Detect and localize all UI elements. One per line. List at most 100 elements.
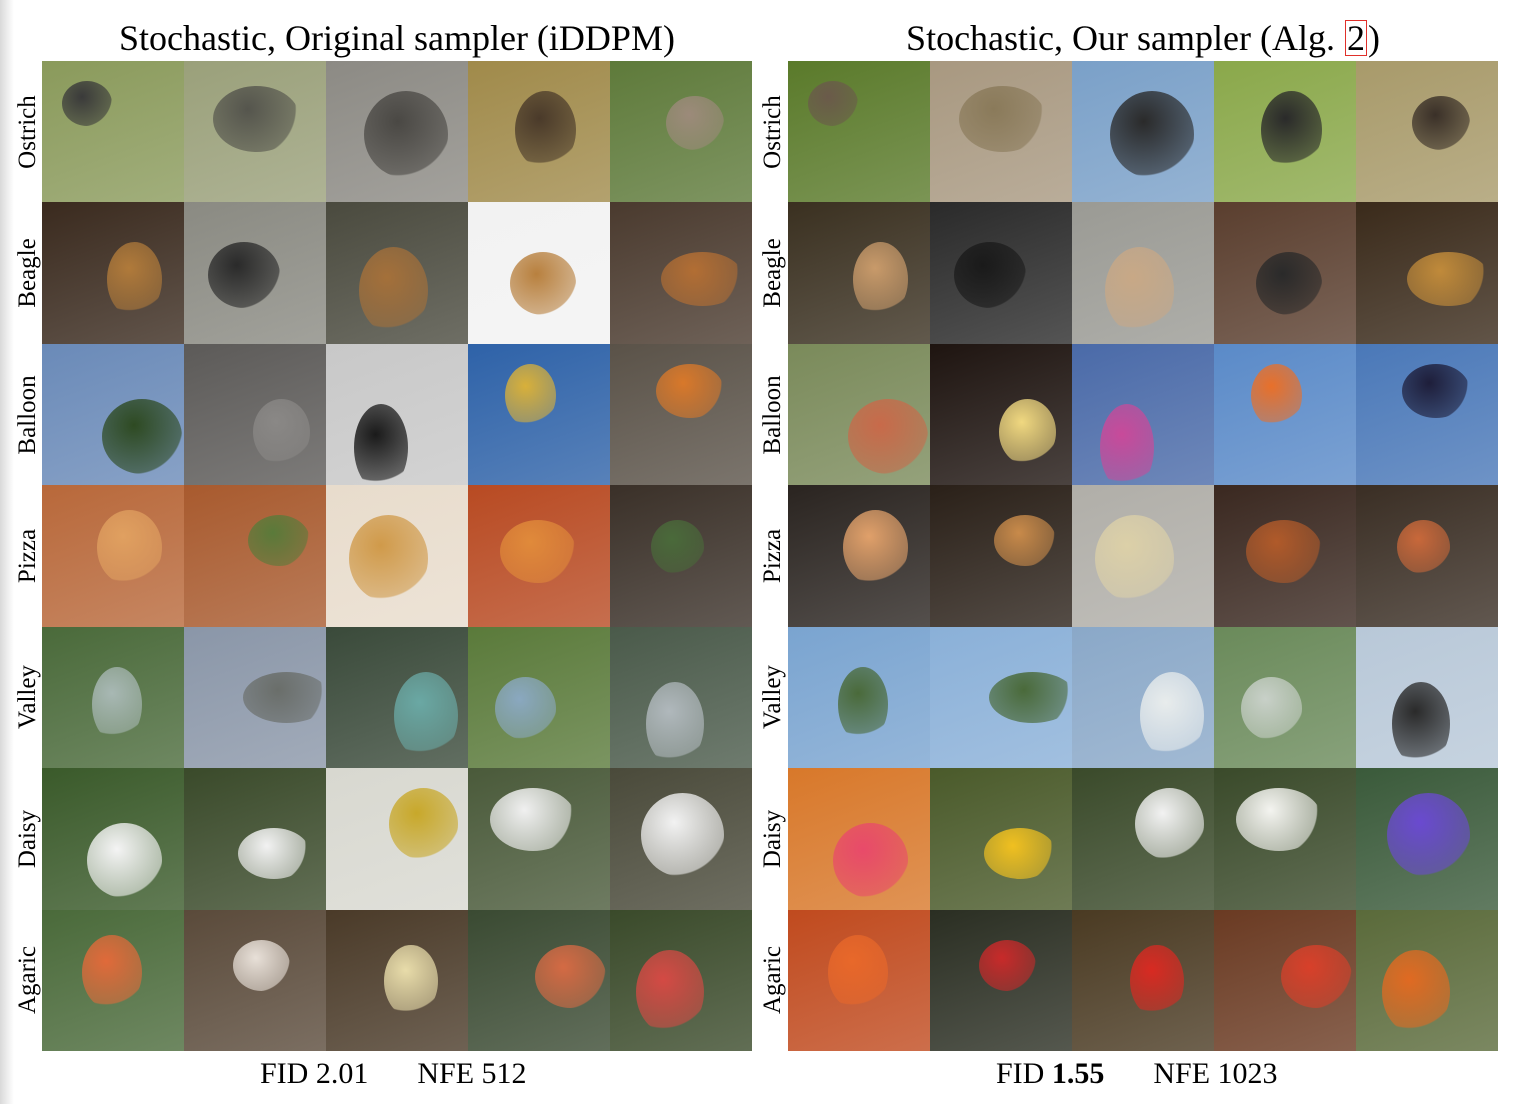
image-subject [238, 828, 310, 880]
left-sample-image-r2-c5 [610, 202, 752, 344]
image-subject [828, 934, 888, 1010]
right-fid-value: 1.55 [1051, 1057, 1105, 1090]
image-subject [1241, 676, 1302, 740]
left-sample-image-r1-c2 [184, 61, 326, 203]
left-nfe-value: 512 [481, 1057, 527, 1090]
left-sample-image-r7-c2 [184, 909, 326, 1051]
image-subject [1261, 91, 1322, 169]
image-subject [535, 944, 606, 1008]
right-sample-image-r1-c5 [1356, 61, 1498, 203]
right-nfe-value: 1023 [1217, 1057, 1278, 1090]
left-nfe-label: NFE [417, 1057, 475, 1090]
right-footer: FID 1.55 NFE 1023 [996, 1054, 1278, 1094]
left-sample-image-r4-c3 [326, 485, 468, 627]
image-subject [515, 91, 576, 169]
right-sample-image-r4-c1 [788, 485, 930, 627]
image-subject [102, 398, 182, 474]
left-sample-image-r4-c2 [184, 485, 326, 627]
right-sample-image-r7-c3 [1072, 909, 1214, 1051]
right-sample-image-r1-c2 [930, 61, 1072, 203]
image-subject [82, 934, 142, 1010]
right-sample-image-r4-c4 [1214, 485, 1356, 627]
image-subject [1392, 681, 1450, 766]
left-row-label-agaric: Agaric [14, 946, 41, 1015]
image-subject [984, 828, 1056, 880]
image-subject [394, 671, 458, 759]
left-sample-image-r1-c4 [468, 61, 610, 203]
image-subject [848, 398, 928, 474]
right-sample-image-r7-c2 [930, 909, 1072, 1051]
image-subject [646, 681, 704, 766]
image-subject [92, 666, 142, 742]
left-footer: FID 2.01 NFE 512 [260, 1054, 527, 1094]
left-image-grid [42, 61, 752, 1051]
right-row-label-agaric: Agaric [759, 946, 786, 1015]
image-subject [843, 510, 908, 586]
image-subject [994, 515, 1056, 567]
image-subject [954, 242, 1026, 309]
left-sample-image-r7-c1 [42, 909, 184, 1051]
image-subject [1387, 793, 1470, 878]
image-subject [1402, 363, 1470, 418]
left-sample-image-r1-c3 [326, 61, 468, 203]
left-fid-value: 2.01 [315, 1057, 369, 1090]
right-sample-image-r7-c5 [1356, 909, 1498, 1051]
left-sample-image-r4-c5 [610, 485, 752, 627]
right-sample-image-r2-c4 [1214, 202, 1356, 344]
image-subject [838, 666, 888, 742]
image-subject [1382, 949, 1450, 1034]
left-row-label-daisy: Daisy [14, 809, 41, 869]
left-sample-image-r2-c3 [326, 202, 468, 344]
right-sample-image-r1-c1 [788, 61, 930, 203]
left-sample-image-r4-c4 [468, 485, 610, 627]
image-subject [641, 793, 724, 878]
left-sample-image-r2-c4 [468, 202, 610, 344]
right-sample-image-r6-c5 [1356, 768, 1498, 910]
image-subject [364, 91, 448, 178]
left-panel: Stochastic, Original sampler (iDDPM) FID… [42, 0, 752, 1104]
right-sample-image-r6-c2 [930, 768, 1072, 910]
image-subject [1281, 944, 1352, 1008]
page-edge-shadow [0, 0, 14, 1104]
left-sample-image-r6-c1 [42, 768, 184, 910]
image-subject [636, 949, 704, 1034]
right-sample-image-r7-c4 [1214, 909, 1356, 1051]
left-sample-image-r6-c5 [610, 768, 752, 910]
right-sample-image-r6-c4 [1214, 768, 1356, 910]
image-subject [359, 247, 428, 335]
right-row-label-valley: Valley [759, 665, 786, 730]
left-row-label-beagle: Beagle [14, 238, 41, 308]
right-fid-label: FID [996, 1057, 1045, 1090]
right-sample-image-r5-c3 [1072, 626, 1214, 769]
image-subject [833, 823, 908, 899]
left-panel-title: Stochastic, Original sampler (iDDPM) [119, 18, 675, 58]
image-subject [651, 520, 704, 575]
right-sample-image-r2-c5 [1356, 202, 1498, 344]
image-subject [495, 676, 556, 740]
algorithm-reference-link[interactable]: 2 [1344, 18, 1367, 58]
left-sample-image-r1-c5 [610, 61, 752, 203]
image-subject [389, 788, 458, 861]
image-subject [354, 403, 408, 486]
image-subject [1407, 252, 1490, 307]
right-sample-image-r5-c1 [788, 626, 930, 769]
right-row-label-beagle: Beagle [759, 238, 786, 308]
image-subject [505, 363, 556, 427]
left-row-label-valley: Valley [14, 665, 41, 730]
image-subject [1100, 403, 1154, 486]
right-sample-image-r5-c5 [1356, 626, 1498, 769]
right-sample-image-r3-c1 [788, 343, 930, 486]
image-subject [1130, 944, 1184, 1017]
left-sample-image-r5-c3 [326, 626, 468, 769]
right-title-suffix: ) [1367, 18, 1380, 58]
right-sample-image-r3-c4 [1214, 343, 1356, 486]
left-sample-image-r3-c4 [468, 343, 610, 486]
left-sample-image-r5-c4 [468, 626, 610, 769]
right-image-grid [788, 61, 1498, 1051]
left-sample-image-r3-c2 [184, 343, 326, 486]
image-subject [97, 510, 162, 586]
image-subject [62, 81, 112, 126]
left-sample-image-r3-c1 [42, 343, 184, 486]
image-subject [989, 671, 1072, 723]
image-subject [1256, 252, 1322, 316]
